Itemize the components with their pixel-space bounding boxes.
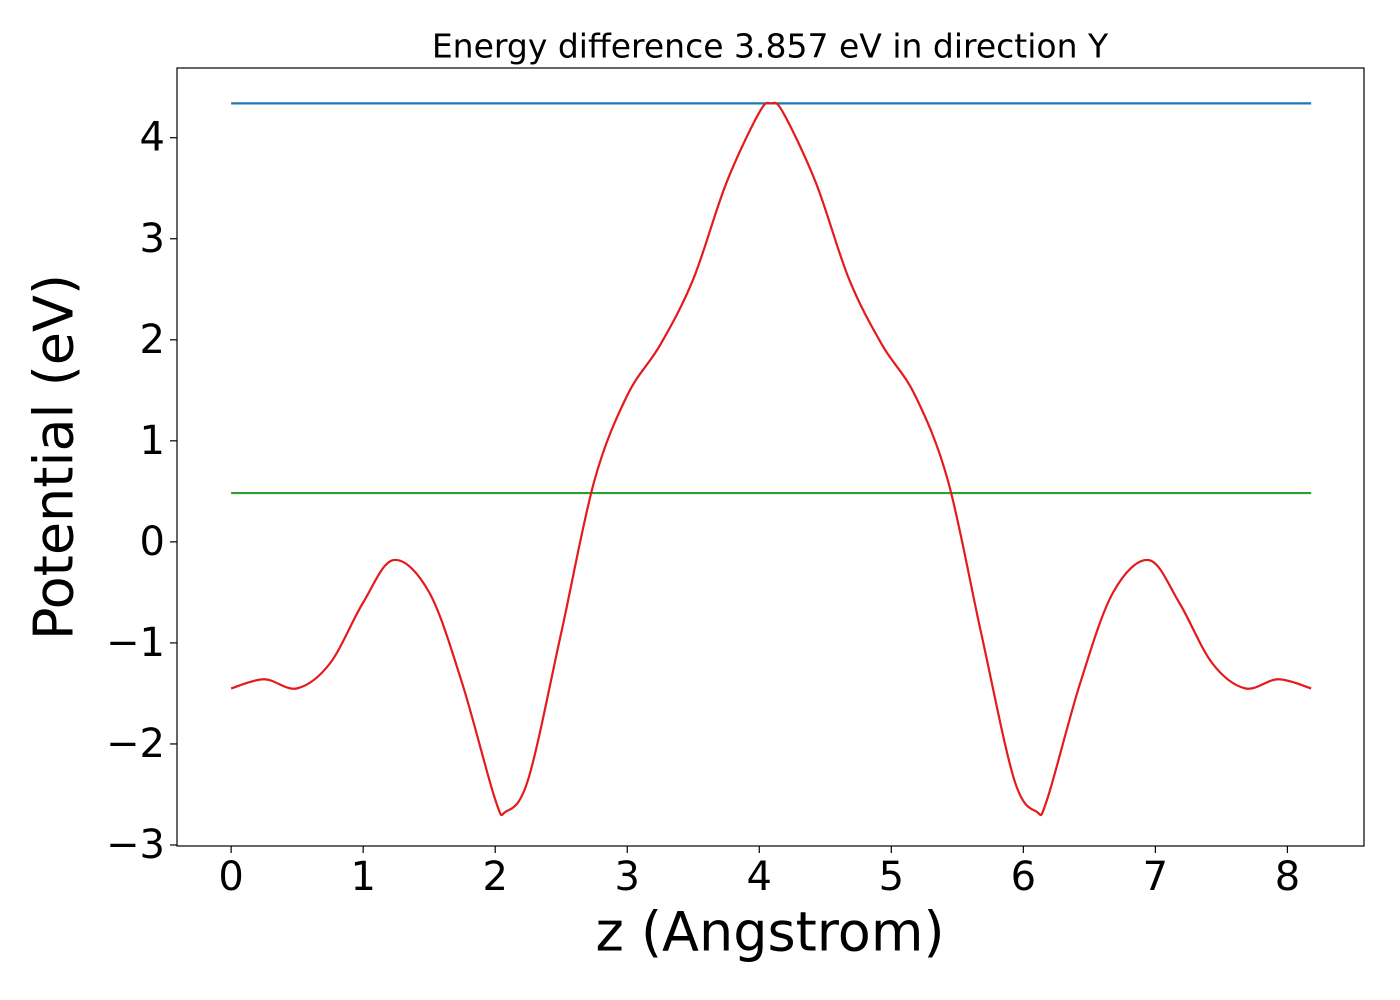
y-tick-label: 2 xyxy=(140,317,165,363)
y-tick-label: −1 xyxy=(106,620,165,666)
x-axis-label: z (Angstrom) xyxy=(595,901,944,964)
x-tick-label: 8 xyxy=(1275,854,1300,900)
x-tick-label: 6 xyxy=(1011,854,1036,900)
x-tick-label: 0 xyxy=(218,854,243,900)
x-tick-label: 2 xyxy=(482,854,507,900)
x-tick-label: 3 xyxy=(615,854,640,900)
y-tick-label: 3 xyxy=(140,216,165,262)
y-tick-label: 0 xyxy=(140,519,165,565)
x-tick-label: 5 xyxy=(879,854,904,900)
plot-frame xyxy=(176,67,1365,847)
y-axis-label: Potential (eV) xyxy=(23,274,86,640)
y-tick-label: 4 xyxy=(140,115,165,161)
y-tick-label: 1 xyxy=(140,418,165,464)
x-tick-label: 7 xyxy=(1143,854,1168,900)
line-series xyxy=(230,101,1312,817)
y-tick-label: −3 xyxy=(106,822,165,868)
x-tick-label: 1 xyxy=(350,854,375,900)
x-tick-label: 4 xyxy=(747,854,772,900)
chart-title: Energy difference 3.857 eV in direction … xyxy=(432,27,1109,66)
y-tick-label: −2 xyxy=(106,721,165,767)
